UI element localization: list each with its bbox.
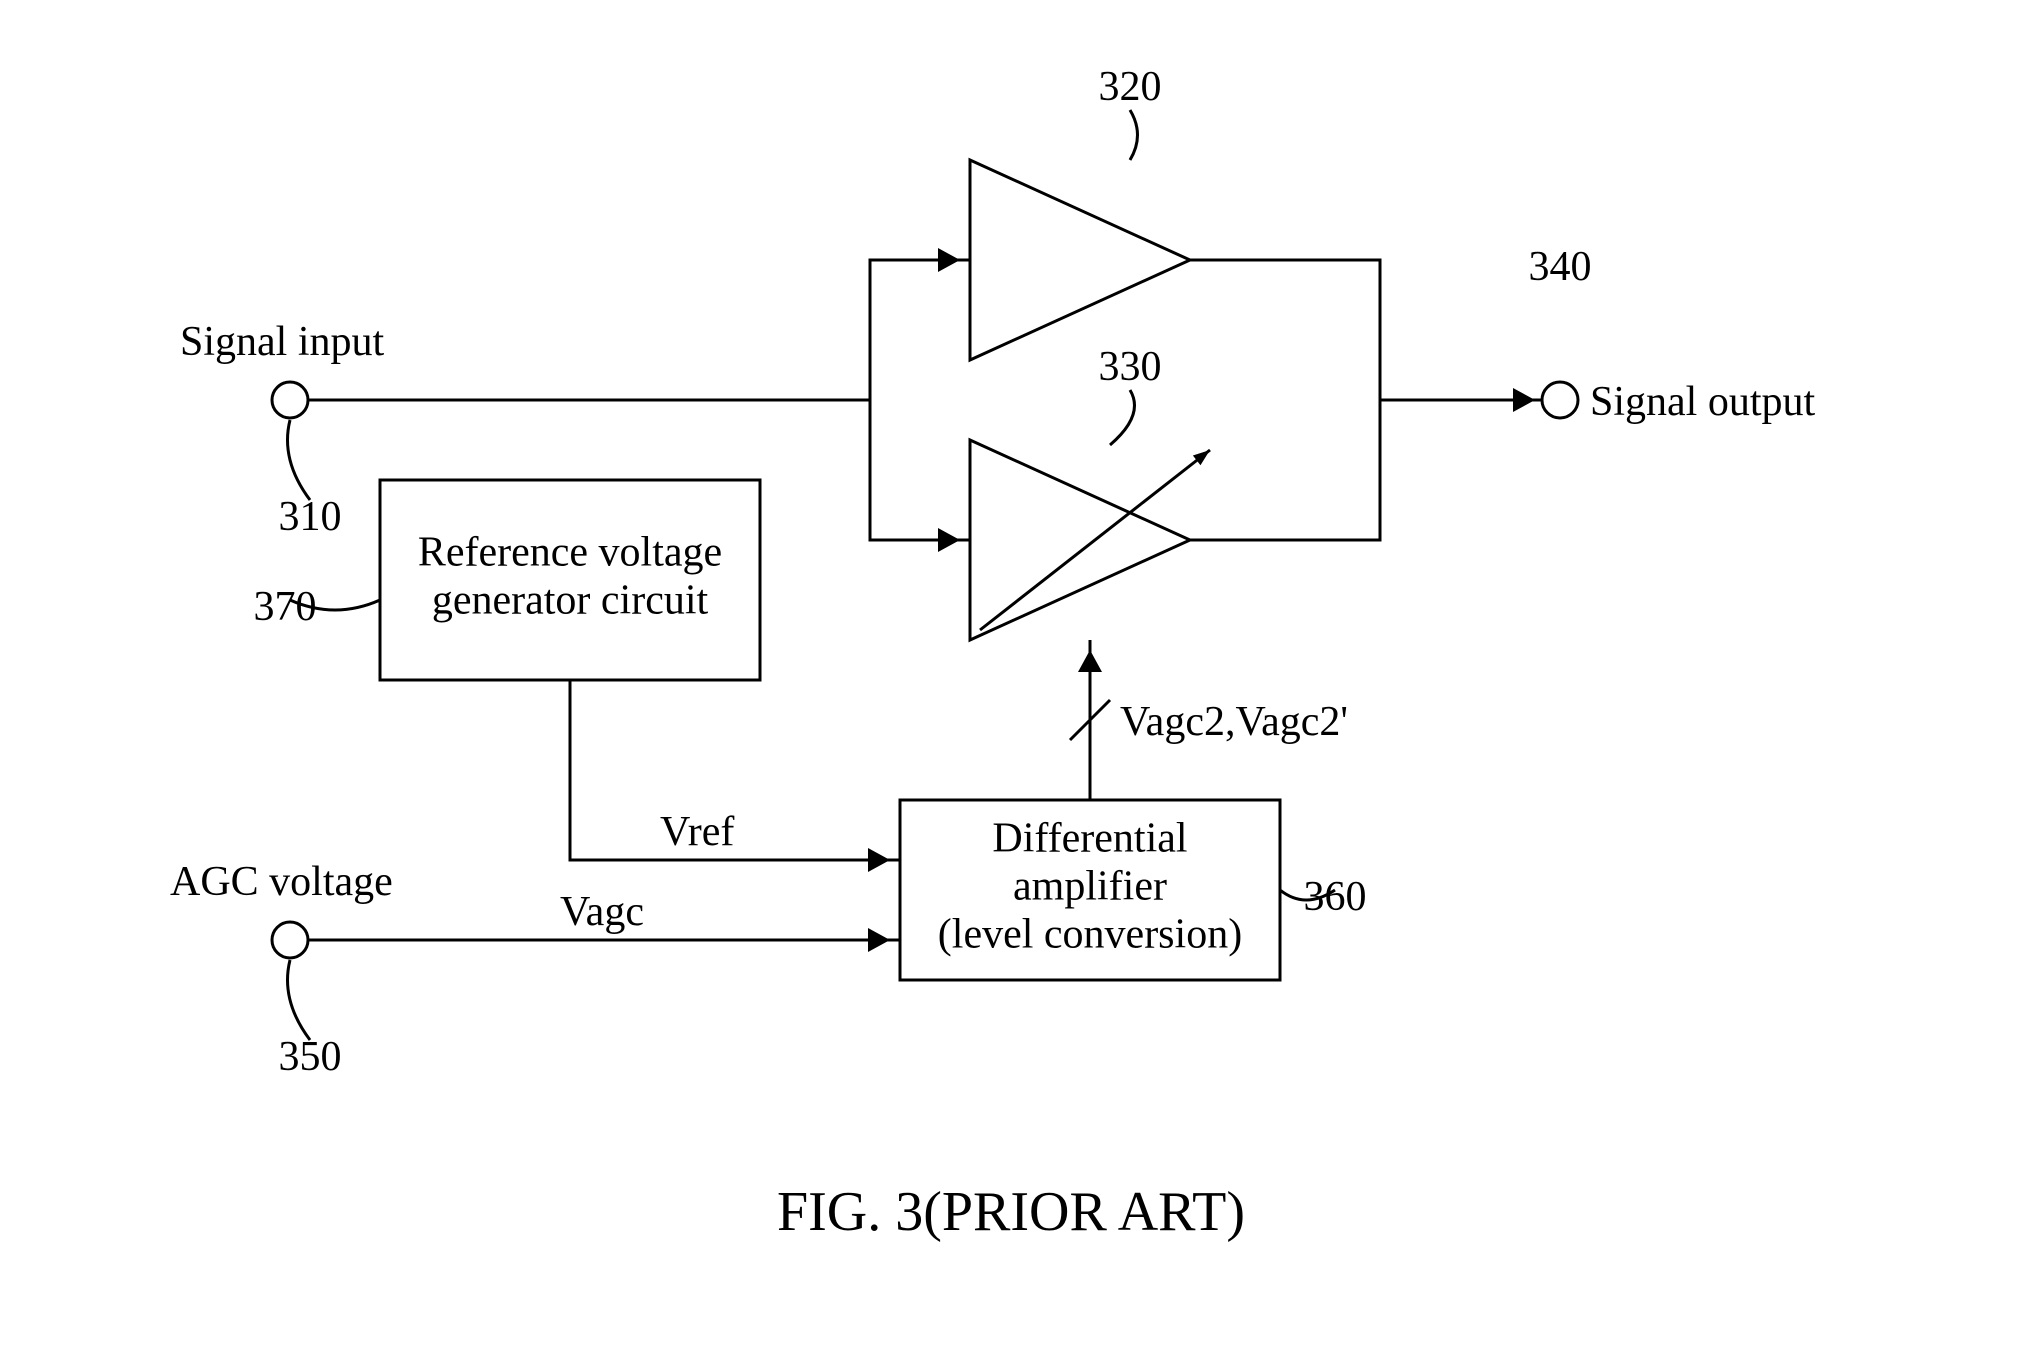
refgen-label: generator circuit	[432, 578, 709, 624]
vref-label: Vref	[660, 809, 734, 855]
wire	[1190, 260, 1380, 400]
refnum-amp_bot: 330	[1099, 344, 1162, 390]
arrowhead	[1513, 388, 1535, 412]
refgen-label: Reference voltage	[418, 530, 722, 576]
diff-label: amplifier	[1013, 864, 1167, 910]
arrowhead	[938, 528, 960, 552]
diff-label: Differential	[992, 816, 1187, 862]
agc-terminal	[272, 922, 308, 958]
wire	[870, 260, 970, 400]
arrowhead	[938, 248, 960, 272]
callout-leader	[1110, 390, 1135, 445]
refnum-refgen: 370	[254, 584, 317, 630]
arrowhead	[868, 928, 890, 952]
wire	[570, 680, 900, 860]
diff-label: (level conversion)	[938, 912, 1242, 958]
amplifier-variable	[970, 440, 1190, 640]
figure-caption: FIG. 3(PRIOR ART)	[777, 1181, 1245, 1243]
output-terminal	[1542, 382, 1578, 418]
vagc-label: Vagc	[560, 889, 644, 935]
vagc2-label: Vagc2,Vagc2'	[1120, 699, 1348, 745]
signal-input-label: Signal input	[180, 319, 385, 365]
signal-output-label: Signal output	[1590, 379, 1816, 425]
refnum-input: 310	[279, 494, 342, 540]
wire	[1190, 400, 1380, 540]
wire	[870, 400, 970, 540]
input-terminal	[272, 382, 308, 418]
callout-leader	[1130, 110, 1138, 160]
agc-voltage-label: AGC voltage	[170, 859, 393, 905]
arrowhead	[1078, 650, 1102, 672]
amplifier-fixed	[970, 160, 1190, 360]
callout-leader	[288, 960, 311, 1040]
callout-leader	[288, 420, 311, 500]
refnum-diff: 360	[1304, 874, 1367, 920]
arrowhead	[868, 848, 890, 872]
refnum-amp_top: 320	[1099, 64, 1162, 110]
refnum-output: 340	[1529, 244, 1592, 290]
refnum-agc: 350	[279, 1034, 342, 1080]
